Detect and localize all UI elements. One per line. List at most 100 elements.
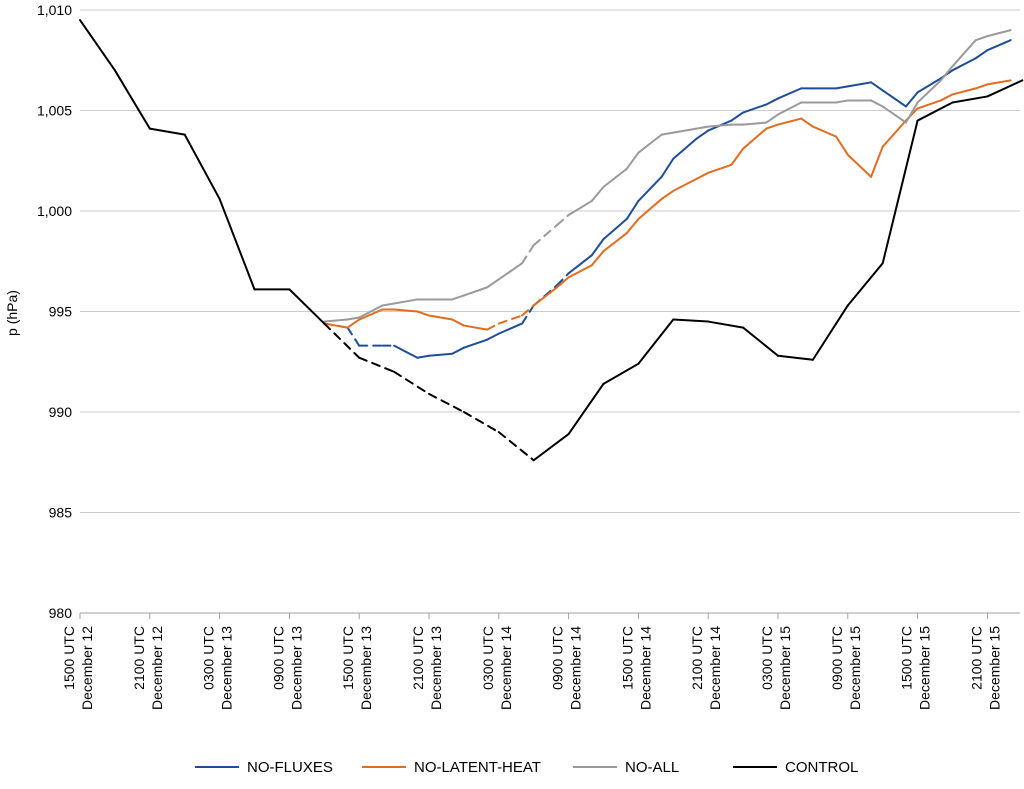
series-segment xyxy=(765,97,779,106)
x-tick-date: December 14 xyxy=(637,626,653,710)
legend-entry: NO-ALL xyxy=(573,759,679,776)
series-segment xyxy=(660,157,675,178)
series-segment xyxy=(79,19,116,72)
series-segment xyxy=(288,288,326,325)
x-tick-time: 0300 UTC xyxy=(759,626,775,690)
series-segment xyxy=(451,318,465,327)
x-tick-date: December 14 xyxy=(568,626,584,710)
series-segment xyxy=(695,129,710,140)
series-segment xyxy=(881,119,919,265)
series-segment xyxy=(707,163,733,174)
series-segment xyxy=(974,49,989,60)
series-segment xyxy=(602,167,628,188)
series-segment xyxy=(904,101,919,124)
series-segment xyxy=(393,344,419,359)
series-segment xyxy=(765,123,779,130)
series-segment xyxy=(451,294,465,301)
series-segment xyxy=(462,286,489,297)
series-segment xyxy=(416,354,430,359)
series-segment xyxy=(986,39,1012,52)
series-segment xyxy=(486,332,500,341)
series-segment xyxy=(625,151,640,170)
series-segment xyxy=(777,87,803,100)
series-no-latent-heat xyxy=(323,79,1012,331)
x-tick-time: 1500 UTC xyxy=(340,626,356,690)
series-segment xyxy=(870,99,884,108)
series-lines xyxy=(79,19,1024,462)
series-segment xyxy=(555,272,570,287)
x-tick-time: 0900 UTC xyxy=(550,626,566,690)
series-segment xyxy=(986,29,1012,38)
y-tick-label: 980 xyxy=(49,605,73,621)
series-segment xyxy=(625,199,640,221)
series-segment xyxy=(567,382,605,436)
series-segment xyxy=(777,354,814,361)
series-segment xyxy=(742,127,768,150)
y-tick-label: 990 xyxy=(49,404,73,420)
series-segment xyxy=(323,318,349,323)
series-segment xyxy=(904,91,919,108)
x-tick-time: 0300 UTC xyxy=(480,626,496,690)
series-segment xyxy=(428,392,465,413)
series-segment xyxy=(916,101,954,122)
series-segment xyxy=(637,133,663,154)
series-segment xyxy=(742,103,768,114)
x-tick-time: 0900 UTC xyxy=(270,626,286,690)
x-tick-time: 2100 UTC xyxy=(131,626,147,690)
x-tick-date: December 12 xyxy=(79,626,95,710)
y-tick-label: 985 xyxy=(49,505,73,521)
series-segment xyxy=(602,232,628,253)
legend-entry: NO-LATENT-HEAT xyxy=(362,759,541,776)
series-segment xyxy=(777,117,803,126)
legend-entry: NO-FLUXES xyxy=(195,759,333,776)
series-segment xyxy=(346,316,361,321)
series-segment xyxy=(521,304,535,325)
series-segment xyxy=(637,318,675,365)
series-segment xyxy=(730,111,745,122)
series-segment xyxy=(590,250,605,267)
series-segment xyxy=(846,262,884,307)
x-tick-label: 0300 UTC December 13 xyxy=(201,626,235,710)
series-segment xyxy=(625,218,640,235)
series-segment xyxy=(521,304,535,317)
series-segment xyxy=(986,79,1024,98)
legend-label: NO-ALL xyxy=(625,759,679,776)
series-segment xyxy=(672,177,698,192)
series-segment xyxy=(497,314,524,325)
series-segment xyxy=(555,276,570,289)
series-segment xyxy=(835,99,849,104)
series-segment xyxy=(916,77,942,94)
x-tick-date: December 13 xyxy=(219,626,235,710)
x-tick-date: December 15 xyxy=(777,626,793,710)
series-segment xyxy=(567,264,593,279)
series-segment xyxy=(951,57,977,72)
series-segment xyxy=(951,87,977,96)
series-segment xyxy=(521,244,535,265)
series-segment xyxy=(602,362,640,385)
series-segment xyxy=(113,69,151,130)
series-segment xyxy=(637,175,663,202)
y-axis-label: p (hPa) xyxy=(4,290,20,336)
series-segment xyxy=(428,314,454,321)
series-segment xyxy=(567,254,593,275)
series-segment xyxy=(730,147,745,166)
x-tick-date: December 14 xyxy=(707,626,723,710)
series-segment xyxy=(695,171,710,180)
series-segment xyxy=(951,39,977,68)
x-tick-time: 2100 UTC xyxy=(410,626,426,690)
series-segment xyxy=(358,308,384,321)
series-segment xyxy=(358,356,396,373)
y-tick-label: 1,000 xyxy=(37,203,72,219)
x-tick-time: 1500 UTC xyxy=(619,626,635,690)
series-segment xyxy=(148,127,186,136)
series-segment xyxy=(660,189,675,200)
series-segment xyxy=(811,125,838,138)
series-segment xyxy=(497,262,524,281)
series-segment xyxy=(590,238,605,257)
x-tick-label: 1500 UTC December 15 xyxy=(899,626,933,710)
series-no-all xyxy=(323,29,1012,323)
series-segment xyxy=(637,197,663,221)
